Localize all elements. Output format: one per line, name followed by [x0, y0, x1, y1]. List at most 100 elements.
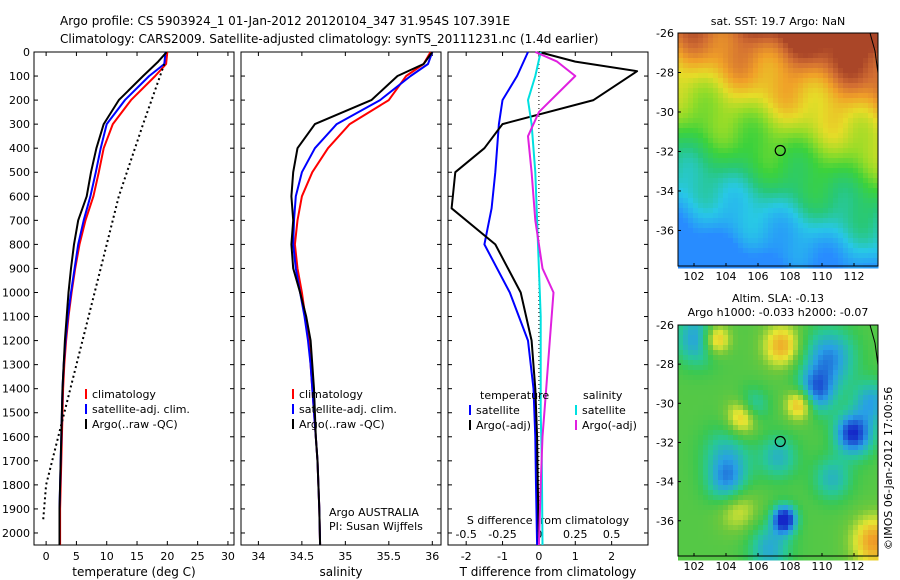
map-cell [798, 515, 804, 521]
map-cell [798, 405, 804, 411]
map-cell [778, 555, 784, 561]
map-cell [758, 108, 764, 114]
map-cell [808, 470, 814, 476]
map-cell [768, 178, 774, 184]
map-cell [783, 203, 789, 209]
map-cell [873, 455, 879, 461]
map-cell [838, 350, 844, 356]
map-cell [748, 465, 754, 471]
map-cell [843, 355, 849, 361]
map-cell [873, 420, 879, 426]
map-cell [688, 208, 694, 214]
map-cell [833, 88, 839, 94]
map-cell [823, 475, 829, 481]
map-cell [858, 455, 864, 461]
map-cell [848, 545, 854, 551]
map-cell [793, 73, 799, 79]
map-cell [733, 228, 739, 234]
map-cell [803, 370, 809, 376]
map-cell [683, 218, 689, 224]
map-cell [803, 43, 809, 49]
map-cell [738, 83, 744, 89]
map-cell [758, 118, 764, 124]
map-cell [808, 103, 814, 109]
map-cell [708, 475, 714, 481]
map-cell [688, 380, 694, 386]
map-cell [748, 113, 754, 119]
legend-label: satellite-adj. clim. [92, 403, 190, 416]
map-cell [778, 435, 784, 441]
map-cell [763, 253, 769, 259]
map-cell [698, 445, 704, 451]
map-cell [843, 253, 849, 259]
map-cell [683, 360, 689, 366]
map-cell [718, 325, 724, 331]
map-cell [873, 73, 879, 79]
map-cell [793, 355, 799, 361]
map-cell [873, 480, 879, 486]
map-cell [683, 98, 689, 104]
map-cell [688, 470, 694, 476]
map-cell [733, 208, 739, 214]
map-cell [733, 470, 739, 476]
map-cell [808, 88, 814, 94]
map-cell [688, 345, 694, 351]
map-cell [758, 540, 764, 546]
map-cell [733, 530, 739, 536]
map-cell [838, 228, 844, 234]
map-cell [738, 445, 744, 451]
map-cell [723, 178, 729, 184]
map-cell [843, 103, 849, 109]
map-cell [848, 495, 854, 501]
map-cell [783, 505, 789, 511]
difference-panel: -2 -1 0 1 2T difference from climatology-0.5… [447, 51, 649, 579]
map-cell [708, 470, 714, 476]
map-cell [783, 365, 789, 371]
map-cell [728, 138, 734, 144]
map-cell [848, 540, 854, 546]
map-cell [683, 540, 689, 546]
map-cell [838, 143, 844, 149]
map-cell [718, 340, 724, 346]
map-cell [693, 238, 699, 244]
map-cell [803, 405, 809, 411]
map-cell [813, 350, 819, 356]
map-cell [808, 385, 814, 391]
map-cell [698, 138, 704, 144]
map-cell [838, 253, 844, 259]
map-cell [753, 530, 759, 536]
map-cell [873, 168, 879, 174]
map-cell [693, 158, 699, 164]
map-cell [703, 375, 709, 381]
map-cell [733, 188, 739, 194]
map-cell [853, 415, 859, 421]
map-cell [718, 525, 724, 531]
map-cell [803, 193, 809, 199]
map-cell [768, 163, 774, 169]
map-cell [833, 228, 839, 234]
map-cell [858, 520, 864, 526]
map-cell [848, 485, 854, 491]
map-cell [868, 375, 874, 381]
map-cell [813, 213, 819, 219]
map-cell [833, 430, 839, 436]
map-cell [763, 520, 769, 526]
map-cell [738, 520, 744, 526]
map-cell [733, 128, 739, 134]
map-cell [758, 460, 764, 466]
map-cell [823, 495, 829, 501]
map-cell [783, 198, 789, 204]
y-tick-label: 200 [9, 94, 30, 107]
map-cell [773, 93, 779, 99]
map-cell [768, 365, 774, 371]
map-cell [858, 480, 864, 486]
map-cell [843, 58, 849, 64]
map-cell [863, 178, 869, 184]
map-cell [838, 68, 844, 74]
map-cell [808, 203, 814, 209]
map-cell [768, 88, 774, 94]
map-cell [683, 168, 689, 174]
map-cell [768, 510, 774, 516]
map-cell [708, 410, 714, 416]
map-cell [823, 178, 829, 184]
